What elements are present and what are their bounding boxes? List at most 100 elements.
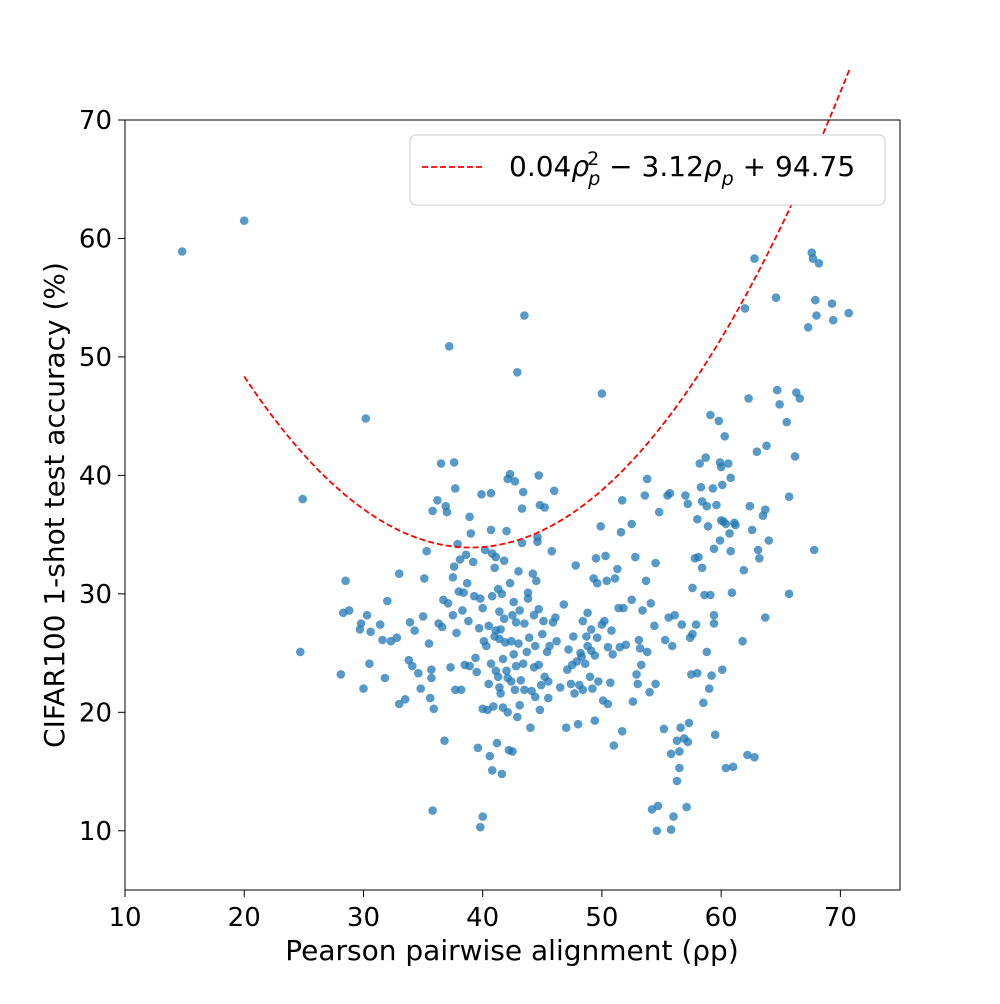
data-point <box>721 763 731 773</box>
x-tick-label: 10 <box>108 903 141 933</box>
data-point <box>547 546 557 556</box>
data-point <box>588 684 597 693</box>
data-point <box>693 514 702 524</box>
data-point <box>700 590 709 600</box>
data-point <box>429 704 439 714</box>
data-point <box>688 583 697 593</box>
data-point <box>539 616 548 626</box>
data-point <box>747 525 757 535</box>
data-point <box>672 736 682 745</box>
data-point <box>640 491 650 500</box>
data-point <box>544 693 553 703</box>
data-point <box>677 620 687 629</box>
data-point <box>646 599 656 608</box>
data-point <box>424 639 434 648</box>
data-point <box>571 561 580 570</box>
y-tick-label: 60 <box>79 224 112 254</box>
data-point <box>808 254 818 263</box>
data-point <box>697 563 707 573</box>
y-axis-label: CIFAR100 1-shot test accuracy (%) <box>38 262 71 748</box>
data-point <box>509 650 518 659</box>
data-point <box>533 537 542 546</box>
data-point <box>433 496 442 505</box>
data-point <box>405 618 415 627</box>
data-point <box>570 689 579 698</box>
data-point <box>336 670 346 679</box>
data-point <box>496 625 505 634</box>
data-point <box>602 576 611 586</box>
data-point <box>530 692 540 702</box>
data-point <box>549 486 559 496</box>
data-point <box>552 636 561 646</box>
data-point <box>497 769 507 779</box>
data-point <box>456 685 466 695</box>
data-point <box>482 641 491 651</box>
data-point <box>795 394 805 403</box>
data-point <box>461 550 471 560</box>
data-point <box>523 594 533 603</box>
y-tick-label: 10 <box>79 817 112 847</box>
data-point <box>650 621 659 631</box>
data-point <box>392 633 402 642</box>
data-point <box>375 620 385 629</box>
data-point <box>669 812 678 821</box>
data-point <box>635 644 645 653</box>
data-point <box>427 673 436 683</box>
data-point <box>451 685 460 695</box>
y-tick-label: 70 <box>79 106 112 136</box>
data-point <box>564 645 573 654</box>
data-point <box>478 812 488 821</box>
data-point <box>775 400 784 409</box>
data-point <box>580 659 590 668</box>
data-point <box>727 588 737 597</box>
data-point <box>676 723 685 732</box>
data-point <box>445 342 454 351</box>
data-point <box>510 685 520 695</box>
data-point <box>666 825 676 834</box>
data-point <box>597 389 607 398</box>
legend: 0.04ρ2 p − 3.12ρp + 94.75 <box>409 134 886 206</box>
data-point <box>740 304 750 313</box>
data-point <box>710 730 720 740</box>
data-point <box>814 259 824 268</box>
data-point <box>694 552 703 562</box>
data-point <box>728 762 738 772</box>
data-point <box>477 490 486 499</box>
data-point <box>752 447 762 457</box>
data-point <box>484 621 494 631</box>
data-point <box>762 441 771 451</box>
x-axis-label: Pearson pairwise alignment (ρp) <box>285 934 739 967</box>
data-point <box>464 616 473 626</box>
data-point <box>344 606 354 615</box>
data-point <box>651 679 660 689</box>
y-tick-label: 20 <box>79 698 112 728</box>
data-point <box>703 522 713 531</box>
data-point <box>675 763 684 773</box>
data-point <box>440 736 449 745</box>
data-point <box>505 578 515 588</box>
data-point <box>400 695 410 704</box>
x-tick-label: 30 <box>347 903 380 933</box>
data-point <box>522 647 532 657</box>
data-point <box>452 628 461 638</box>
data-point <box>583 608 592 618</box>
x-axis: 10 20 30 40 50 60 70 <box>108 890 857 933</box>
data-point <box>394 569 404 578</box>
data-point <box>485 751 495 761</box>
data-point <box>472 667 482 677</box>
data-point <box>651 558 660 568</box>
data-point <box>520 619 529 628</box>
data-point <box>718 665 727 674</box>
data-point <box>490 563 499 573</box>
data-point <box>378 635 387 645</box>
plot-frame <box>124 119 901 891</box>
data-point <box>809 545 819 555</box>
data-point <box>641 576 651 586</box>
data-point <box>702 647 712 657</box>
data-point <box>510 477 520 486</box>
fit-curve <box>243 68 851 549</box>
data-point <box>517 538 527 548</box>
data-point <box>518 487 528 497</box>
data-point <box>607 626 616 635</box>
